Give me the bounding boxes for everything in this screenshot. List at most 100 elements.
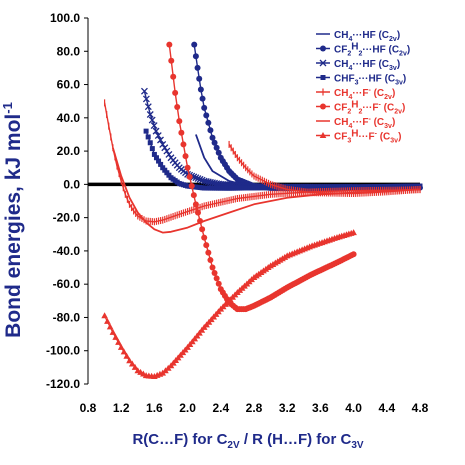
data-point <box>320 103 326 110</box>
data-point <box>192 53 199 60</box>
data-point <box>186 173 193 180</box>
series-2 <box>140 87 358 191</box>
data-point <box>170 73 177 80</box>
data-point <box>148 116 156 124</box>
x-tick-label: 1.2 <box>113 401 130 415</box>
y-tick-label: -20.0 <box>53 211 81 225</box>
data-point <box>143 128 149 134</box>
y-tick-label: 0.0 <box>63 177 80 191</box>
data-point <box>123 352 131 359</box>
data-point <box>115 338 122 345</box>
legend-item: CH4···F- (C3v) <box>316 116 395 130</box>
series-5 <box>166 41 357 313</box>
data-point <box>199 226 206 233</box>
data-point <box>209 264 216 271</box>
data-point <box>112 333 119 340</box>
data-point <box>192 174 200 182</box>
data-point <box>152 127 160 135</box>
data-point <box>199 95 206 102</box>
x-tick-label: 0.8 <box>80 401 97 415</box>
legend-item: CF2H2···HF (C2v) <box>316 42 410 58</box>
data-point <box>149 146 155 152</box>
data-point <box>191 41 198 48</box>
data-point <box>172 89 179 96</box>
legend-label: CH4···F- (C2v) <box>334 87 395 101</box>
data-point <box>198 176 206 184</box>
legend-label: CF3H···F- (C3v) <box>334 129 401 145</box>
data-point <box>157 136 164 144</box>
data-point <box>153 155 159 161</box>
data-point <box>319 59 327 67</box>
data-point <box>165 150 173 158</box>
data-point <box>319 132 327 138</box>
data-point <box>145 134 151 140</box>
y-tick-label: -60.0 <box>53 277 81 291</box>
data-point <box>180 141 187 148</box>
data-point <box>104 317 111 324</box>
legend-label: CH4···F- (C3v) <box>334 116 395 130</box>
data-point <box>203 112 210 119</box>
data-point <box>150 122 158 130</box>
y-tick-label: -100.0 <box>46 344 80 358</box>
y-tick-label: -120.0 <box>46 377 80 391</box>
y-tick-label: 100.0 <box>50 11 80 25</box>
legend-item: CH4···F- (C2v) <box>316 87 395 101</box>
legend-item: CH4···HF (C3v) <box>316 59 400 72</box>
data-point <box>156 158 162 164</box>
data-point <box>101 312 108 319</box>
x-axis-title: R(C…F) for C2V / R (H…F) for C3V <box>132 431 363 451</box>
x-tick-label: 3.6 <box>312 401 329 415</box>
data-point <box>350 251 357 258</box>
x-tick-label: 4.4 <box>378 401 395 415</box>
data-point <box>211 139 218 146</box>
legend-item: CHF3···HF (C3v) <box>316 74 406 87</box>
series-layer <box>88 41 423 380</box>
data-point <box>163 147 171 155</box>
data-point <box>120 348 128 355</box>
data-point <box>128 360 136 367</box>
data-point <box>117 343 125 350</box>
data-point <box>320 75 326 80</box>
data-point <box>131 363 139 370</box>
data-point <box>126 357 133 364</box>
data-point <box>166 41 173 48</box>
data-point <box>215 280 222 287</box>
data-point <box>168 57 175 64</box>
x-axis: 0.8 1.2 1.6 2.0 2.4 2.8 3.2 3.6 4.0 4.4 4.8 <box>80 401 429 415</box>
y-axis: 100.0 80.0 60.0 40.0 20.0 0.0 -20.0 -40.0 -60.0 -… <box>46 11 89 391</box>
legend-label: CF2H2···F- (C2v) <box>334 100 405 116</box>
legend-item: CF2H2···F- (C2v) <box>316 100 405 116</box>
data-point <box>205 249 212 256</box>
data-point <box>161 144 169 152</box>
x-tick-label: 1.6 <box>146 401 163 415</box>
data-point <box>188 183 195 190</box>
legend-label: CF2H2···HF (C2v) <box>334 42 410 58</box>
data-point <box>209 134 216 141</box>
data-point <box>109 328 117 335</box>
data-point <box>142 95 150 103</box>
data-point <box>159 140 167 148</box>
series-8 <box>103 99 421 226</box>
data-point <box>203 242 210 249</box>
data-point <box>178 129 185 136</box>
data-point <box>190 192 197 199</box>
y-tick-label: -40.0 <box>53 244 81 258</box>
series-7 <box>101 229 357 380</box>
data-point <box>140 87 148 95</box>
data-point <box>184 164 191 171</box>
legend-item: CF3H···F- (C3v) <box>316 129 401 145</box>
data-point <box>213 144 220 151</box>
data-point <box>146 111 154 118</box>
data-point <box>201 234 208 241</box>
data-point <box>196 175 204 183</box>
data-point <box>211 269 218 276</box>
data-point <box>151 151 157 157</box>
legend: CH4···HF (C2v)CF2H2···HF (C2v)CH4···HF (… <box>316 30 410 145</box>
data-point <box>201 104 208 111</box>
data-point <box>207 257 214 264</box>
data-point <box>174 104 181 111</box>
series-6 <box>112 147 421 234</box>
data-point <box>320 45 326 52</box>
data-point <box>350 229 357 236</box>
data-point <box>154 132 162 140</box>
